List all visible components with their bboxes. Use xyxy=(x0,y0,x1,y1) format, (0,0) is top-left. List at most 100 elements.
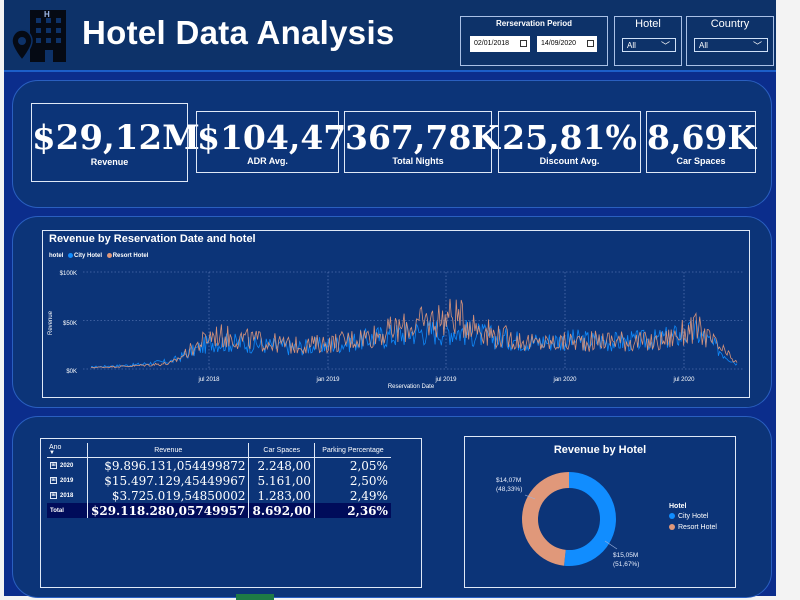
revenue-cell: $3.725.019,54850002 xyxy=(86,488,249,503)
hotel-slicer: Hotel All ﹀ xyxy=(614,16,682,66)
kpi-card-adr: $104,47 ADR Avg. xyxy=(196,111,347,173)
calendar-icon[interactable] xyxy=(520,40,527,47)
year-cell: 2019 xyxy=(60,478,74,485)
revenue-table: Ano ▼ Revenue Car Spaces Parking Percenta… xyxy=(40,438,422,588)
city-percent: (51,67%) xyxy=(613,561,640,568)
resort-value: $14,07M xyxy=(496,477,522,484)
x-tick-label: jul 2018 xyxy=(197,377,220,383)
table-total-row: Total $29.118.280,05749957 8.692,00 2,36… xyxy=(47,503,391,518)
total-label: Total xyxy=(47,503,88,518)
y-tick-label: $50K xyxy=(63,321,77,327)
hotel-dropdown-value: All xyxy=(627,41,636,50)
resort-percent: (48,33%) xyxy=(496,486,523,493)
city-value: $15,05M xyxy=(613,552,639,559)
series-line-city-hotel[interactable] xyxy=(90,318,738,369)
kpi-card-total-nights: 367,78K Total Nights xyxy=(344,111,500,173)
calendar-icon[interactable] xyxy=(587,40,594,47)
donut-legend: Hotel City Hotel Resort Hotel xyxy=(669,503,717,535)
column-header-revenue[interactable]: Revenue xyxy=(86,443,249,458)
kpi-label: ADR Avg. xyxy=(247,156,288,166)
kpi-value: 8,69K xyxy=(647,118,757,157)
table-row: ⊞ 2019 $15.497.129,45449967 5.161,00 2,50… xyxy=(47,473,391,488)
year-cell: 2020 xyxy=(60,463,74,470)
country-filter-label: Country xyxy=(710,18,750,30)
column-header-car-spaces[interactable]: Car Spaces xyxy=(248,443,315,458)
total-revenue-cell: $29.118.280,05749957 xyxy=(86,503,249,518)
country-slicer: Country All ﹀ xyxy=(686,16,774,66)
kpi-value: $29,12M xyxy=(32,118,200,158)
y-tick-label: $100K xyxy=(60,271,77,277)
y-axis-label: Revenue xyxy=(48,310,54,335)
donut-title: Revenue by Hotel xyxy=(553,444,647,456)
legend-item-resort[interactable]: Resort Hotel xyxy=(669,524,717,531)
revenue-matrix: Ano ▼ Revenue Car Spaces Parking Percenta… xyxy=(47,443,391,518)
legend-city-hotel[interactable]: City Hotel xyxy=(74,253,103,260)
sort-desc-icon[interactable]: ▼ xyxy=(49,450,55,456)
donut-slice-resort-hotel[interactable] xyxy=(522,472,570,566)
expand-icon[interactable]: ⊞ xyxy=(50,491,57,499)
total-parking-pct-cell: 2,36% xyxy=(313,503,391,518)
leader-line-resort xyxy=(524,494,536,500)
x-tick-label: jan 2020 xyxy=(552,377,577,383)
chevron-down-icon: ﹀ xyxy=(660,41,670,51)
legend-title: hotel xyxy=(49,253,64,260)
kpi-value: 25,81% xyxy=(502,118,637,157)
line-chart-plot: Revenue Reservation Date $100K $50K $0K … xyxy=(48,271,743,390)
x-tick-label: jul 2020 xyxy=(672,377,695,383)
city-hotel-swatch xyxy=(68,253,74,258)
sheet-tab-indicator xyxy=(236,594,274,600)
table-row: ⊞ 2018 $3.725.019,54850002 1.283,00 2,49% xyxy=(47,488,391,503)
reservation-period-slicer: Rerservation Period 02/01/2018 14/09/202… xyxy=(460,16,608,66)
expand-icon[interactable]: ⊞ xyxy=(50,461,57,469)
hotel-dropdown[interactable]: All ﹀ xyxy=(622,38,676,52)
chevron-down-icon: ﹀ xyxy=(752,41,762,51)
legend-item-city[interactable]: City Hotel xyxy=(669,513,717,520)
country-dropdown-value: All xyxy=(699,41,708,50)
start-date-input[interactable]: 02/01/2018 xyxy=(470,36,530,52)
dashboard: H Hotel Data Analysis Rerservation Perio… xyxy=(4,0,776,598)
kpi-value: 367,78K xyxy=(345,118,500,157)
legend-label: City Hotel xyxy=(678,513,709,520)
chart-title: Revenue by Reservation Date and hotel xyxy=(49,233,256,245)
kpi-label: Discount Avg. xyxy=(539,156,600,166)
start-date-value: 02/01/2018 xyxy=(474,40,510,47)
column-header-ano[interactable]: Ano ▼ xyxy=(47,443,88,458)
parking-pct-cell: 2,05% xyxy=(313,457,391,473)
kpi-label: Car Spaces xyxy=(676,156,726,166)
resort-hotel-swatch xyxy=(669,524,675,531)
dashboard-title: Hotel Data Analysis xyxy=(82,14,395,51)
total-car-spaces-cell: 8.692,00 xyxy=(248,503,315,518)
vertical-scrollbar[interactable] xyxy=(776,0,800,600)
car-spaces-cell: 2.248,00 xyxy=(248,457,315,473)
kpi-value: $104,47 xyxy=(197,118,347,157)
donut-legend-title: Hotel xyxy=(669,503,687,510)
revenue-cell: $9.896.131,054499872 xyxy=(86,457,249,473)
legend-resort-hotel[interactable]: Resort Hotel xyxy=(112,253,149,260)
donut-slice-city-hotel[interactable] xyxy=(564,472,616,566)
car-spaces-cell: 5.161,00 xyxy=(248,473,315,488)
revenue-by-hotel-chart[interactable]: Revenue by Hotel $14,07M (48,33%) $15,05… xyxy=(464,436,736,588)
kpi-label: Total Nights xyxy=(392,156,444,166)
chart-legend: hotel City Hotel Resort Hotel xyxy=(49,253,148,259)
expand-icon[interactable]: ⊞ xyxy=(50,476,57,484)
reservation-period-label: Rerservation Period xyxy=(495,19,573,28)
revenue-cell: $15.497.129,45449967 xyxy=(86,473,249,488)
car-spaces-cell: 1.283,00 xyxy=(248,488,315,503)
kpi-panel xyxy=(12,80,772,208)
hotel-location-icon: H xyxy=(11,10,66,62)
svg-text:H: H xyxy=(44,10,50,19)
kpi-card-car-spaces: 8,69K Car Spaces xyxy=(646,111,756,173)
resort-data-label: $14,07M (48,33%) xyxy=(496,476,522,494)
city-hotel-swatch xyxy=(669,513,675,520)
country-dropdown[interactable]: All ﹀ xyxy=(694,38,768,52)
city-data-label: $15,05M (51,67%) xyxy=(613,551,639,569)
legend-label: Resort Hotel xyxy=(678,524,717,531)
end-date-input[interactable]: 14/09/2020 xyxy=(537,36,597,52)
column-header-parking-percentage[interactable]: Parking Percentage xyxy=(313,443,391,458)
kpi-card-revenue: $29,12M Revenue xyxy=(31,103,200,182)
table-row: ⊞ 2020 $9.896.131,054499872 2.248,00 2,05… xyxy=(47,457,391,473)
revenue-line-chart[interactable]: Revenue by Reservation Date and hotel ho… xyxy=(42,230,750,398)
line-chart-panel xyxy=(12,216,772,408)
series-line-resort-hotel[interactable] xyxy=(90,298,738,369)
y-tick-label: $0K xyxy=(66,369,77,375)
